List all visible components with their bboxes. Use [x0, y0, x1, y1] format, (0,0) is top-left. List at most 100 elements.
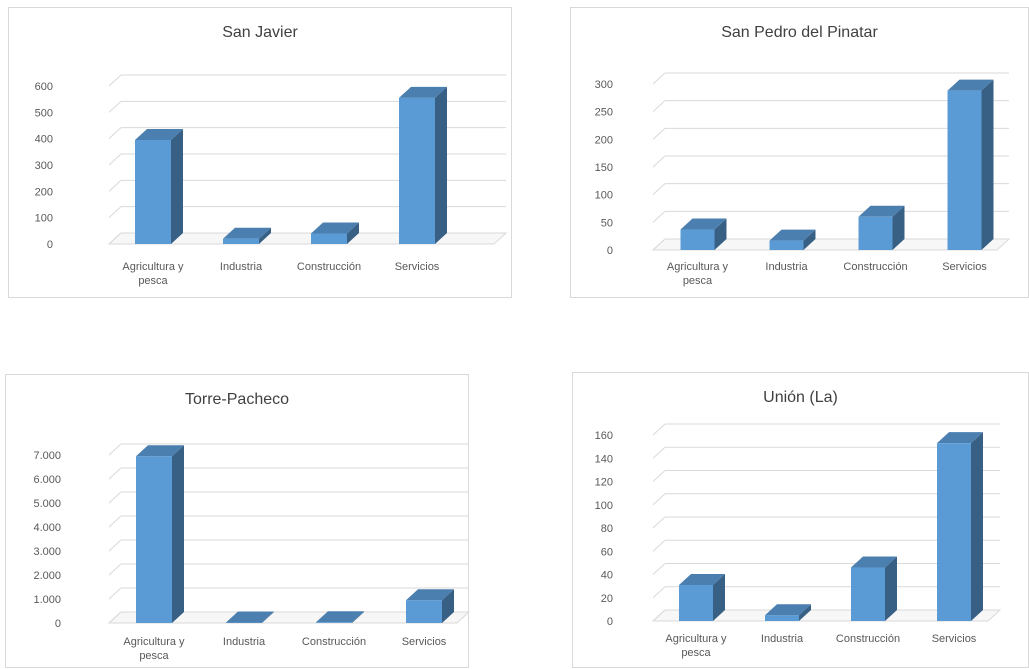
bar-front	[311, 233, 347, 244]
bar-side	[435, 87, 447, 244]
y-tick-label: 500	[35, 107, 53, 119]
bar-front	[770, 241, 804, 250]
y-tick-label: 1.000	[33, 594, 61, 606]
gridline-side	[109, 128, 121, 139]
gridline-side	[653, 184, 665, 195]
y-tick-label: 140	[595, 453, 613, 465]
bar-front	[223, 239, 259, 244]
bar	[851, 557, 897, 621]
bar-front	[399, 98, 435, 244]
x-tick-label: Servicios	[932, 633, 977, 645]
gridline-side	[109, 207, 121, 218]
bar	[681, 219, 727, 250]
gridline-side	[653, 211, 665, 222]
x-tick-label: Construcción	[836, 633, 900, 645]
gridline-side	[109, 516, 121, 527]
bar	[136, 445, 184, 623]
y-tick-label: 5.000	[33, 498, 61, 510]
y-tick-label: 2.000	[33, 570, 61, 582]
chart-plot-torre-pacheco: 01.0002.0003.0004.0005.0006.0007.000Agri…	[6, 375, 470, 669]
x-tick-label: Servicios	[942, 261, 987, 273]
bar-front	[135, 140, 171, 244]
bar-front	[679, 585, 713, 621]
gridline-side	[653, 156, 665, 167]
bar-front	[859, 217, 893, 250]
y-tick-label: 3.000	[33, 546, 61, 558]
y-tick-label: 60	[601, 546, 613, 558]
y-tick-label: 250	[595, 107, 613, 119]
x-tick-label: Construcción	[302, 636, 366, 648]
y-tick-label: 0	[607, 616, 613, 628]
y-tick-label: 20	[601, 593, 613, 605]
bar-front	[948, 91, 982, 250]
y-tick-label: 0	[55, 618, 61, 630]
y-tick-label: 200	[35, 186, 53, 198]
gridline-side	[653, 73, 665, 84]
y-tick-label: 600	[35, 81, 53, 93]
gridline-side	[109, 564, 121, 575]
gridline-side	[109, 154, 121, 165]
gridline-side	[653, 517, 665, 528]
y-tick-label: 120	[595, 477, 613, 489]
bar-front	[765, 615, 799, 621]
x-tick-label: Industria	[223, 636, 266, 648]
bar-side	[885, 557, 897, 621]
bar	[948, 80, 994, 250]
bar	[406, 589, 454, 623]
y-tick-label: 100	[595, 500, 613, 512]
y-tick-label: 80	[601, 523, 613, 535]
gridline-side	[109, 540, 121, 551]
bar-front	[937, 443, 971, 621]
gridline-side	[653, 494, 665, 505]
gridline-side	[653, 471, 665, 482]
bar-front	[406, 600, 442, 623]
gridline-side	[653, 447, 665, 458]
y-tick-label: 200	[595, 134, 613, 146]
y-tick-label: 300	[35, 160, 53, 172]
bar-side	[982, 80, 994, 250]
y-tick-label: 7.000	[33, 450, 61, 462]
y-tick-label: 40	[601, 570, 613, 582]
y-tick-label: 100	[35, 213, 53, 225]
x-tick-label: Construcción	[843, 261, 907, 273]
bar-side	[172, 445, 184, 623]
y-tick-label: 160	[595, 430, 613, 442]
gridline-side	[109, 588, 121, 599]
bar-side	[171, 129, 183, 244]
x-tick-label: Servicios	[395, 261, 440, 273]
gridline-side	[109, 468, 121, 479]
gridline-side	[653, 424, 665, 435]
bar	[399, 87, 447, 244]
gridline-side	[653, 587, 665, 598]
gridline-side	[109, 180, 121, 191]
x-tick-label: Industria	[761, 633, 804, 645]
bar-front	[316, 622, 352, 623]
bar	[135, 129, 183, 244]
y-tick-label: 150	[595, 162, 613, 174]
bar-front	[681, 230, 715, 250]
x-tick-label: Industria	[220, 261, 263, 273]
gridline-side	[109, 492, 121, 503]
y-tick-label: 400	[35, 134, 53, 146]
y-tick-label: 0	[607, 245, 613, 257]
gridline-side	[109, 75, 121, 86]
gridline-side	[653, 540, 665, 551]
bar	[859, 206, 905, 250]
y-tick-label: 0	[47, 239, 53, 251]
y-tick-label: 300	[595, 79, 613, 91]
bar-front	[851, 568, 885, 621]
bar	[937, 432, 983, 621]
gridline-side	[653, 128, 665, 139]
gridline-side	[653, 564, 665, 575]
y-tick-label: 50	[601, 217, 613, 229]
bar-side	[971, 432, 983, 621]
x-tick-label: Construcción	[297, 261, 361, 273]
